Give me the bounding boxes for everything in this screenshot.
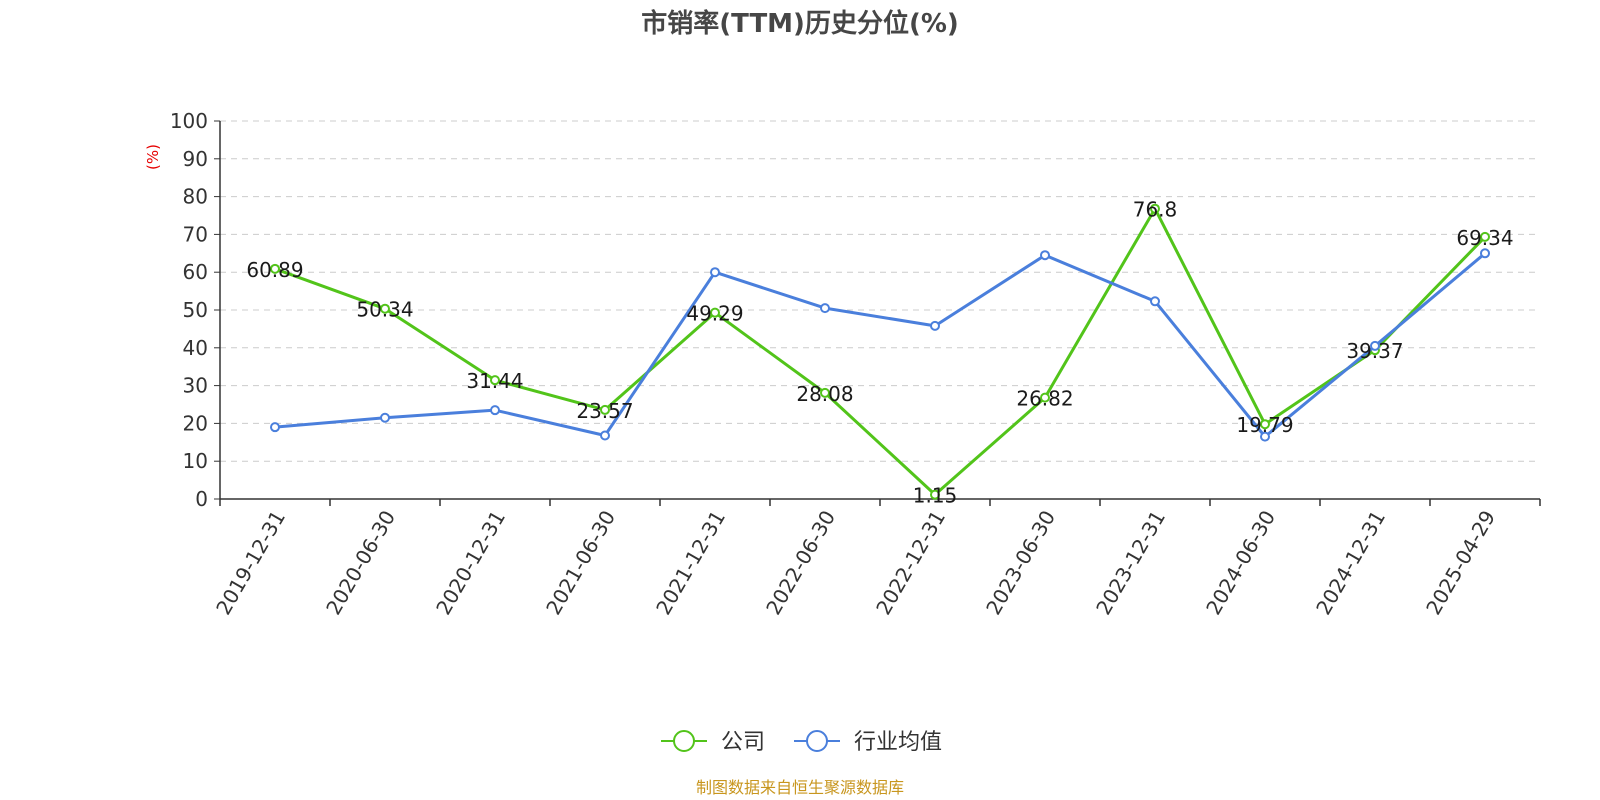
data-label: 28.08 (796, 382, 853, 406)
series-line-industry (274, 252, 1486, 439)
legend-label: 公司 (721, 730, 765, 755)
data-label: 69.34 (1456, 226, 1513, 250)
data-label: 50.34 (356, 298, 413, 322)
data-label: 1.15 (913, 484, 958, 508)
x-tick-label: 2020-06-30 (321, 506, 400, 619)
data-label: 31.44 (466, 369, 523, 393)
point-industry (1480, 248, 1490, 259)
point-company (1480, 231, 1490, 242)
y-tick-label: 80 (183, 185, 208, 209)
data-label: 76.8 (1133, 198, 1178, 222)
legend-label: 行业均值 (854, 730, 942, 755)
x-tick-label: 2025-04-29 (1421, 506, 1500, 619)
y-tick-label: 70 (183, 222, 208, 246)
series-lines (270, 203, 1490, 500)
point-industry (270, 422, 280, 433)
point-company (270, 263, 280, 274)
legend-item-company: 公司 (661, 730, 765, 755)
point-company (380, 303, 390, 314)
point-industry (1040, 250, 1050, 261)
y-tick-label: 30 (183, 374, 208, 398)
data-label: 60.89 (246, 258, 303, 282)
y-tick-label: 100 (170, 109, 208, 133)
legend-marker-icon (673, 730, 695, 752)
source-note: 制图数据来自恒生聚源数据库 (696, 778, 904, 797)
data-label: 19.79 (1236, 413, 1293, 437)
y-tick-label: 60 (183, 260, 208, 284)
y-tick-label: 10 (183, 449, 208, 473)
data-label: 26.82 (1016, 387, 1073, 411)
point-industry (380, 412, 390, 423)
x-tick-label: 2023-06-30 (981, 506, 1060, 619)
x-tick-label: 2024-06-30 (1201, 506, 1280, 619)
point-industry (1150, 296, 1160, 307)
point-industry (1260, 431, 1270, 442)
legend-item-industry: 行业均值 (794, 730, 942, 755)
point-company (930, 489, 940, 500)
data-label: 49.29 (686, 302, 743, 326)
point-industry (710, 267, 720, 278)
legend-marker-icon (806, 730, 828, 752)
point-company (600, 404, 610, 415)
y-axis-label: (%) (144, 144, 162, 170)
y-axis-ticks: 0 10 20 30 40 50 60 70 80 90 100 (170, 109, 220, 511)
point-company (1260, 419, 1270, 430)
x-tick-label: 2020-12-31 (431, 506, 510, 619)
point-company (490, 375, 500, 386)
gridlines (220, 120, 1540, 462)
x-tick-label: 2021-12-31 (651, 506, 730, 619)
point-company (820, 387, 830, 398)
point-industry (930, 320, 940, 331)
y-tick-label: 20 (183, 411, 208, 435)
data-label: 23.57 (576, 399, 633, 423)
point-industry (820, 303, 830, 314)
chart-title: 市销率(TTM)历史分位(%) (641, 8, 959, 39)
x-tick-label: 2019-12-31 (211, 506, 290, 619)
x-tick-label: 2023-12-31 (1091, 506, 1170, 619)
x-tick-label: 2022-12-31 (871, 506, 950, 619)
y-tick-label: 90 (183, 147, 208, 171)
point-company (710, 307, 720, 318)
x-axis-ticks: 2019-12-31 2020-06-30 2020-12-31 2021-06-30… (211, 499, 1541, 619)
point-company (1040, 392, 1050, 403)
series-line-company (274, 207, 1487, 497)
point-industry (1370, 340, 1380, 351)
x-tick-label: 2024-12-31 (1311, 506, 1390, 619)
legend: 公司 行业均值 (661, 730, 942, 755)
y-tick-label: 50 (183, 298, 208, 322)
data-label: 39.37 (1346, 339, 1403, 363)
point-industry (600, 430, 610, 441)
y-tick-label: 0 (195, 487, 208, 511)
point-industry (490, 405, 500, 416)
point-company (1150, 203, 1160, 214)
x-tick-label: 2022-06-30 (761, 506, 840, 619)
y-tick-label: 40 (183, 336, 208, 360)
x-tick-label: 2021-06-30 (541, 506, 620, 619)
data-labels: 60.89 50.34 31.44 23.57 49.29 28.08 1.15 26.82 7… (246, 198, 1513, 508)
